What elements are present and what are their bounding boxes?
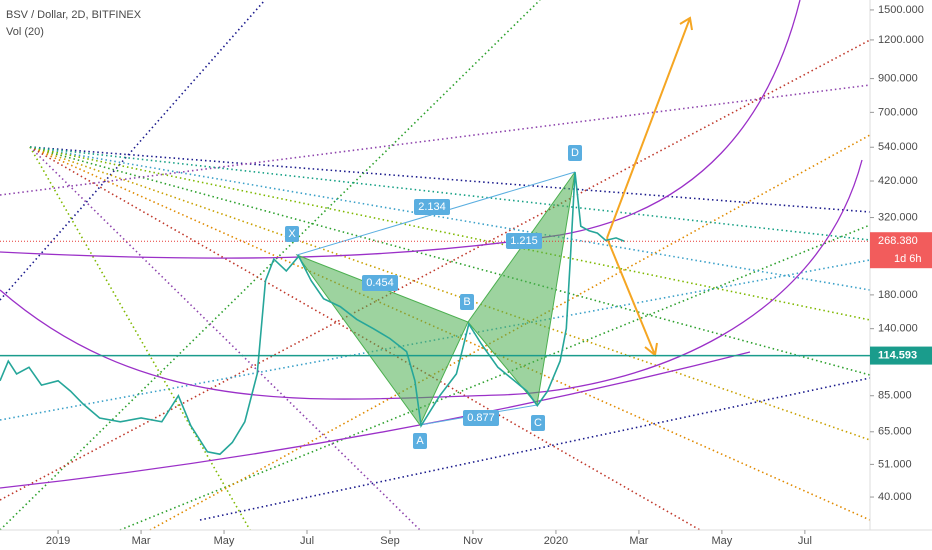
fan-line xyxy=(0,0,541,531)
fan-line xyxy=(29,146,871,376)
pattern-ratio-label: 2.134 xyxy=(418,201,446,213)
y-tick-label: 320.000 xyxy=(878,211,918,223)
y-tick-label: 85.000 xyxy=(878,390,912,402)
pattern-point-badge xyxy=(531,415,545,431)
pattern-ratio-label: 0.877 xyxy=(467,412,495,424)
y-tick-label: 1200.000 xyxy=(878,34,924,46)
y-tick-label: 540.000 xyxy=(878,141,918,153)
x-tick-label: Mar xyxy=(629,535,648,547)
y-tick-label: 65.000 xyxy=(878,426,912,438)
countdown: 1d 6h xyxy=(894,253,922,265)
y-tick-label: 140.000 xyxy=(878,323,918,335)
price-line xyxy=(0,171,625,456)
last-price-badge xyxy=(870,232,932,269)
arc xyxy=(0,351,751,489)
pattern-ratio-badge xyxy=(463,410,499,426)
x-tick-label: Nov xyxy=(463,535,483,547)
y-tick-label: 700.000 xyxy=(878,106,918,118)
y-tick-label: 1500.000 xyxy=(878,4,924,16)
pattern-point-badge xyxy=(460,294,474,310)
pattern-ratio-badge xyxy=(506,233,542,249)
chart-title: BSV / Dollar, 2D, BITFINEX xyxy=(6,9,142,21)
fan-line xyxy=(29,146,871,321)
fan-line xyxy=(29,146,871,241)
x-tick-label: May xyxy=(214,535,235,547)
y-tick-label: 40.000 xyxy=(878,491,912,503)
pattern-point-label: X xyxy=(288,228,296,240)
arc xyxy=(0,159,863,400)
fan-line xyxy=(29,146,251,531)
pattern-point-badge xyxy=(285,226,299,242)
projection-arrow xyxy=(606,16,693,357)
fan-line xyxy=(0,39,871,501)
x-tick-label: Jul xyxy=(798,535,812,547)
price-axis xyxy=(870,0,932,550)
indicator-label: Vol (20) xyxy=(6,26,44,38)
y-tick-label: 420.000 xyxy=(878,175,918,187)
x-tick-label: 2020 xyxy=(544,535,568,547)
y-tick-label: 51.000 xyxy=(878,458,912,470)
pattern-point-label: C xyxy=(534,417,542,429)
level-label: 114.593 xyxy=(878,349,917,361)
pattern-ratio-label: 0.454 xyxy=(366,277,394,289)
level-badge xyxy=(870,346,932,365)
pattern-point-badge xyxy=(568,145,582,161)
pattern-ratio-badge xyxy=(414,199,450,215)
fan-line xyxy=(199,377,871,521)
last-price-label: 268.380 xyxy=(878,235,918,247)
pattern-point-badge xyxy=(413,433,427,449)
fan-line xyxy=(0,0,266,301)
x-tick-label: Jul xyxy=(300,535,314,547)
pattern-point-label: B xyxy=(463,296,470,308)
pattern-point-label: D xyxy=(571,147,579,159)
x-tick-label: Mar xyxy=(132,535,151,547)
x-tick-label: May xyxy=(711,535,732,547)
fan-line xyxy=(29,146,871,213)
x-tick-label: Sep xyxy=(380,535,400,547)
y-tick-label: 180.000 xyxy=(878,289,918,301)
pattern-point-label: A xyxy=(416,435,424,447)
pattern-ratio-label: 1.215 xyxy=(510,235,538,247)
fan-line xyxy=(29,146,421,531)
x-tick-label: 2019 xyxy=(46,535,70,547)
y-tick-label: 900.000 xyxy=(878,72,918,84)
pattern-ratio-badge xyxy=(362,275,398,291)
